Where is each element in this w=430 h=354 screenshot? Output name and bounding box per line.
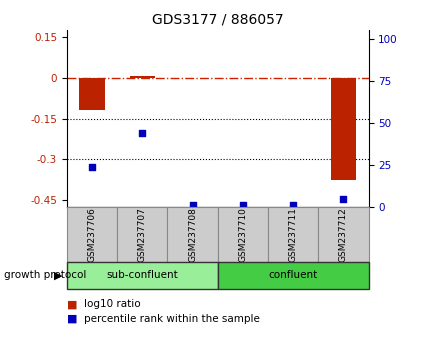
- Point: [239, 202, 246, 208]
- Text: percentile rank within the sample: percentile rank within the sample: [84, 314, 259, 324]
- Text: ■: ■: [67, 314, 77, 324]
- Bar: [79, 78, 104, 110]
- Bar: [317, 207, 368, 262]
- Text: log10 ratio: log10 ratio: [84, 299, 140, 309]
- Point: [339, 196, 346, 201]
- Text: ▶: ▶: [54, 270, 62, 280]
- Text: GSM237712: GSM237712: [338, 207, 347, 262]
- Bar: [217, 207, 267, 262]
- Text: GSM237708: GSM237708: [187, 207, 197, 262]
- Text: growth protocol: growth protocol: [4, 270, 86, 280]
- Bar: [129, 76, 154, 78]
- Title: GDS3177 / 886057: GDS3177 / 886057: [151, 12, 283, 26]
- Text: GSM237706: GSM237706: [87, 207, 96, 262]
- Point: [138, 130, 145, 136]
- Point: [88, 164, 95, 170]
- Text: sub-confluent: sub-confluent: [106, 270, 178, 280]
- Bar: [67, 207, 117, 262]
- Text: GSM237711: GSM237711: [288, 207, 297, 262]
- Text: GSM237710: GSM237710: [238, 207, 247, 262]
- Bar: [117, 207, 167, 262]
- Point: [289, 202, 296, 208]
- Bar: [217, 262, 368, 289]
- Bar: [67, 262, 217, 289]
- Text: GSM237707: GSM237707: [138, 207, 146, 262]
- Bar: [330, 78, 355, 180]
- Text: confluent: confluent: [268, 270, 317, 280]
- Bar: [267, 207, 317, 262]
- Text: ■: ■: [67, 299, 77, 309]
- Point: [189, 202, 196, 208]
- Bar: [167, 207, 217, 262]
